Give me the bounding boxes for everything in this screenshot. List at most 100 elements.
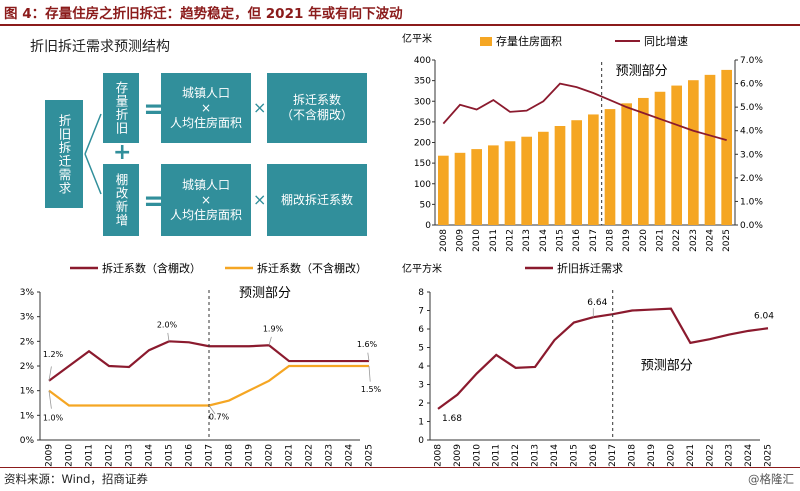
y-tick-label: 2	[418, 399, 424, 409]
x-tick-label: 2009	[453, 444, 463, 467]
y-tick-label: 3%	[20, 288, 35, 298]
right-tick-label: 5.0%	[740, 103, 763, 113]
y-tick-label: 8	[418, 288, 424, 298]
bar-2016	[571, 120, 582, 225]
label-peak-main: 2.0%	[157, 320, 178, 329]
y-tick-label: 2%	[20, 337, 35, 347]
x-tick-label: 2020	[666, 444, 676, 467]
left-tick-label: 150	[414, 159, 431, 169]
times-b: ×	[253, 190, 267, 209]
x-tick-label: 2010	[472, 444, 482, 467]
x-tick-label: 2018	[628, 444, 638, 467]
x-tick-label: 2012	[511, 444, 521, 467]
x-tick-label: 2025	[365, 444, 375, 467]
x-tick-label: 2023	[325, 444, 335, 467]
x-tick-label: 2010	[472, 229, 482, 252]
demolition-demand-chart: 亿平方米 折旧拆迁需求 0 1 2 3 4 5 6 7 8 2008 2009 2010 2011 2012 2…	[402, 261, 774, 467]
legend-label-line: 同比增速	[644, 34, 688, 48]
bar-2025	[721, 69, 732, 226]
x-tick-label: 2008	[434, 444, 444, 467]
figure-title: 图 4：存量住房之折旧拆迁：趋势稳定，但 2021 年或有向下波动	[4, 6, 403, 22]
legend-label-alt: 拆迁系数（不含棚改）	[257, 261, 367, 275]
x-tick-label: 2013	[531, 444, 541, 467]
x-tick-label: 2021	[686, 444, 696, 467]
brace	[84, 113, 102, 195]
coef-a-text: 拆迁系数 （不含棚改）	[280, 93, 353, 122]
x-tick-label: 2022	[705, 444, 715, 467]
y-tick-label: 4	[418, 362, 424, 372]
x-tick-label: 2015	[569, 444, 579, 467]
x-tick-label: 2012	[506, 229, 516, 252]
x-tick-label: 2013	[522, 229, 532, 252]
label-last: 6.04	[754, 311, 774, 321]
bar-2018	[604, 109, 616, 225]
coef-a-box: 拆迁系数 （不含棚改）	[267, 73, 367, 143]
watermark: @格隆汇	[748, 472, 794, 486]
x-tick-label: 2010	[65, 444, 75, 467]
left-tick-label: 200	[414, 139, 431, 149]
x-tick-label: 2014	[145, 444, 155, 467]
forecast-annotation: 预测部分	[239, 286, 291, 301]
left-tick-label: 50	[420, 200, 432, 210]
x-tick-label: 2024	[345, 444, 355, 467]
footer-rule	[0, 467, 800, 468]
left-tick-label: 350	[414, 77, 431, 87]
label-first-alt-leader	[48, 390, 52, 409]
root-box: 折旧拆迁需求	[45, 100, 83, 208]
x-tick-label: 2021	[656, 229, 666, 252]
x-tick-label: 2025	[722, 229, 732, 252]
coef-b-box: 棚改拆迁系数	[267, 164, 367, 236]
bar-2011	[488, 145, 499, 225]
growth-line	[442, 82, 727, 142]
bar-2024	[704, 74, 716, 225]
forecast-annotation: 预测部分	[641, 359, 693, 374]
x-tick-label: 2018	[225, 444, 235, 467]
x-tick-label: 2017	[589, 229, 599, 252]
diagram-title: 折旧拆迁需求预测结构	[30, 39, 170, 55]
label-min-alt: 0.7%	[209, 412, 230, 421]
label-first-main: 1.2%	[43, 350, 64, 359]
x-tick-label: 2014	[550, 444, 560, 467]
label-first: 1.68	[442, 414, 462, 424]
y-tick-label: 7	[418, 307, 424, 317]
formula-a-box: 城镇人口 × 人均住房面积	[161, 73, 251, 143]
label-first-alt: 1.0%	[43, 414, 64, 423]
left-tick-label: 400	[414, 56, 431, 66]
x-tick-label: 2011	[489, 229, 499, 252]
y-tick-label: 5	[418, 344, 424, 354]
label-last-alt: 1.5%	[361, 385, 382, 394]
legend-label-main: 拆迁系数（含棚改）	[102, 261, 201, 275]
bar-2020	[638, 97, 649, 225]
plus-sign: +	[113, 140, 132, 165]
x-tick-label: 2016	[589, 444, 599, 467]
right-tick-label: 2.0%	[740, 174, 763, 184]
x-tick-label: 2011	[85, 444, 95, 467]
x-tick-label: 2013	[125, 444, 135, 467]
label-first-main-leader	[48, 366, 52, 381]
x-tick-label: 2015	[556, 229, 566, 252]
x-tick-label: 2022	[672, 229, 682, 252]
y-tick-label: 1%	[20, 387, 35, 397]
right-tick-label: 7.0%	[740, 56, 763, 66]
left-tick-label: 0	[425, 221, 431, 231]
right-tick-label: 4.0%	[740, 127, 763, 137]
formula-a-text: 城镇人口 × 人均住房面积	[169, 85, 242, 130]
x-tick-label: 2017	[205, 444, 215, 467]
y-tick-label: 3%	[20, 313, 35, 323]
label-last-main: 1.6%	[357, 340, 378, 349]
right-tick-label: 0.0%	[740, 221, 763, 231]
x-tick-label: 2016	[572, 229, 582, 252]
bar-2013	[521, 136, 532, 225]
demand-line	[437, 307, 769, 410]
label-peak-main-leader	[167, 332, 170, 342]
y-tick-label: 1	[418, 418, 424, 428]
y-tick-label: 0%	[20, 436, 35, 446]
x-tick-label: 2020	[639, 229, 649, 252]
y-tick-label: 1%	[20, 411, 35, 421]
bar-2019	[621, 103, 632, 225]
formula-b-text: 城镇人口 × 人均住房面积	[169, 177, 242, 222]
x-tick-label: 2012	[105, 444, 115, 467]
x-tick-label: 2019	[622, 229, 632, 252]
x-tick-label: 2017	[608, 444, 618, 467]
bar-2021	[654, 91, 666, 225]
